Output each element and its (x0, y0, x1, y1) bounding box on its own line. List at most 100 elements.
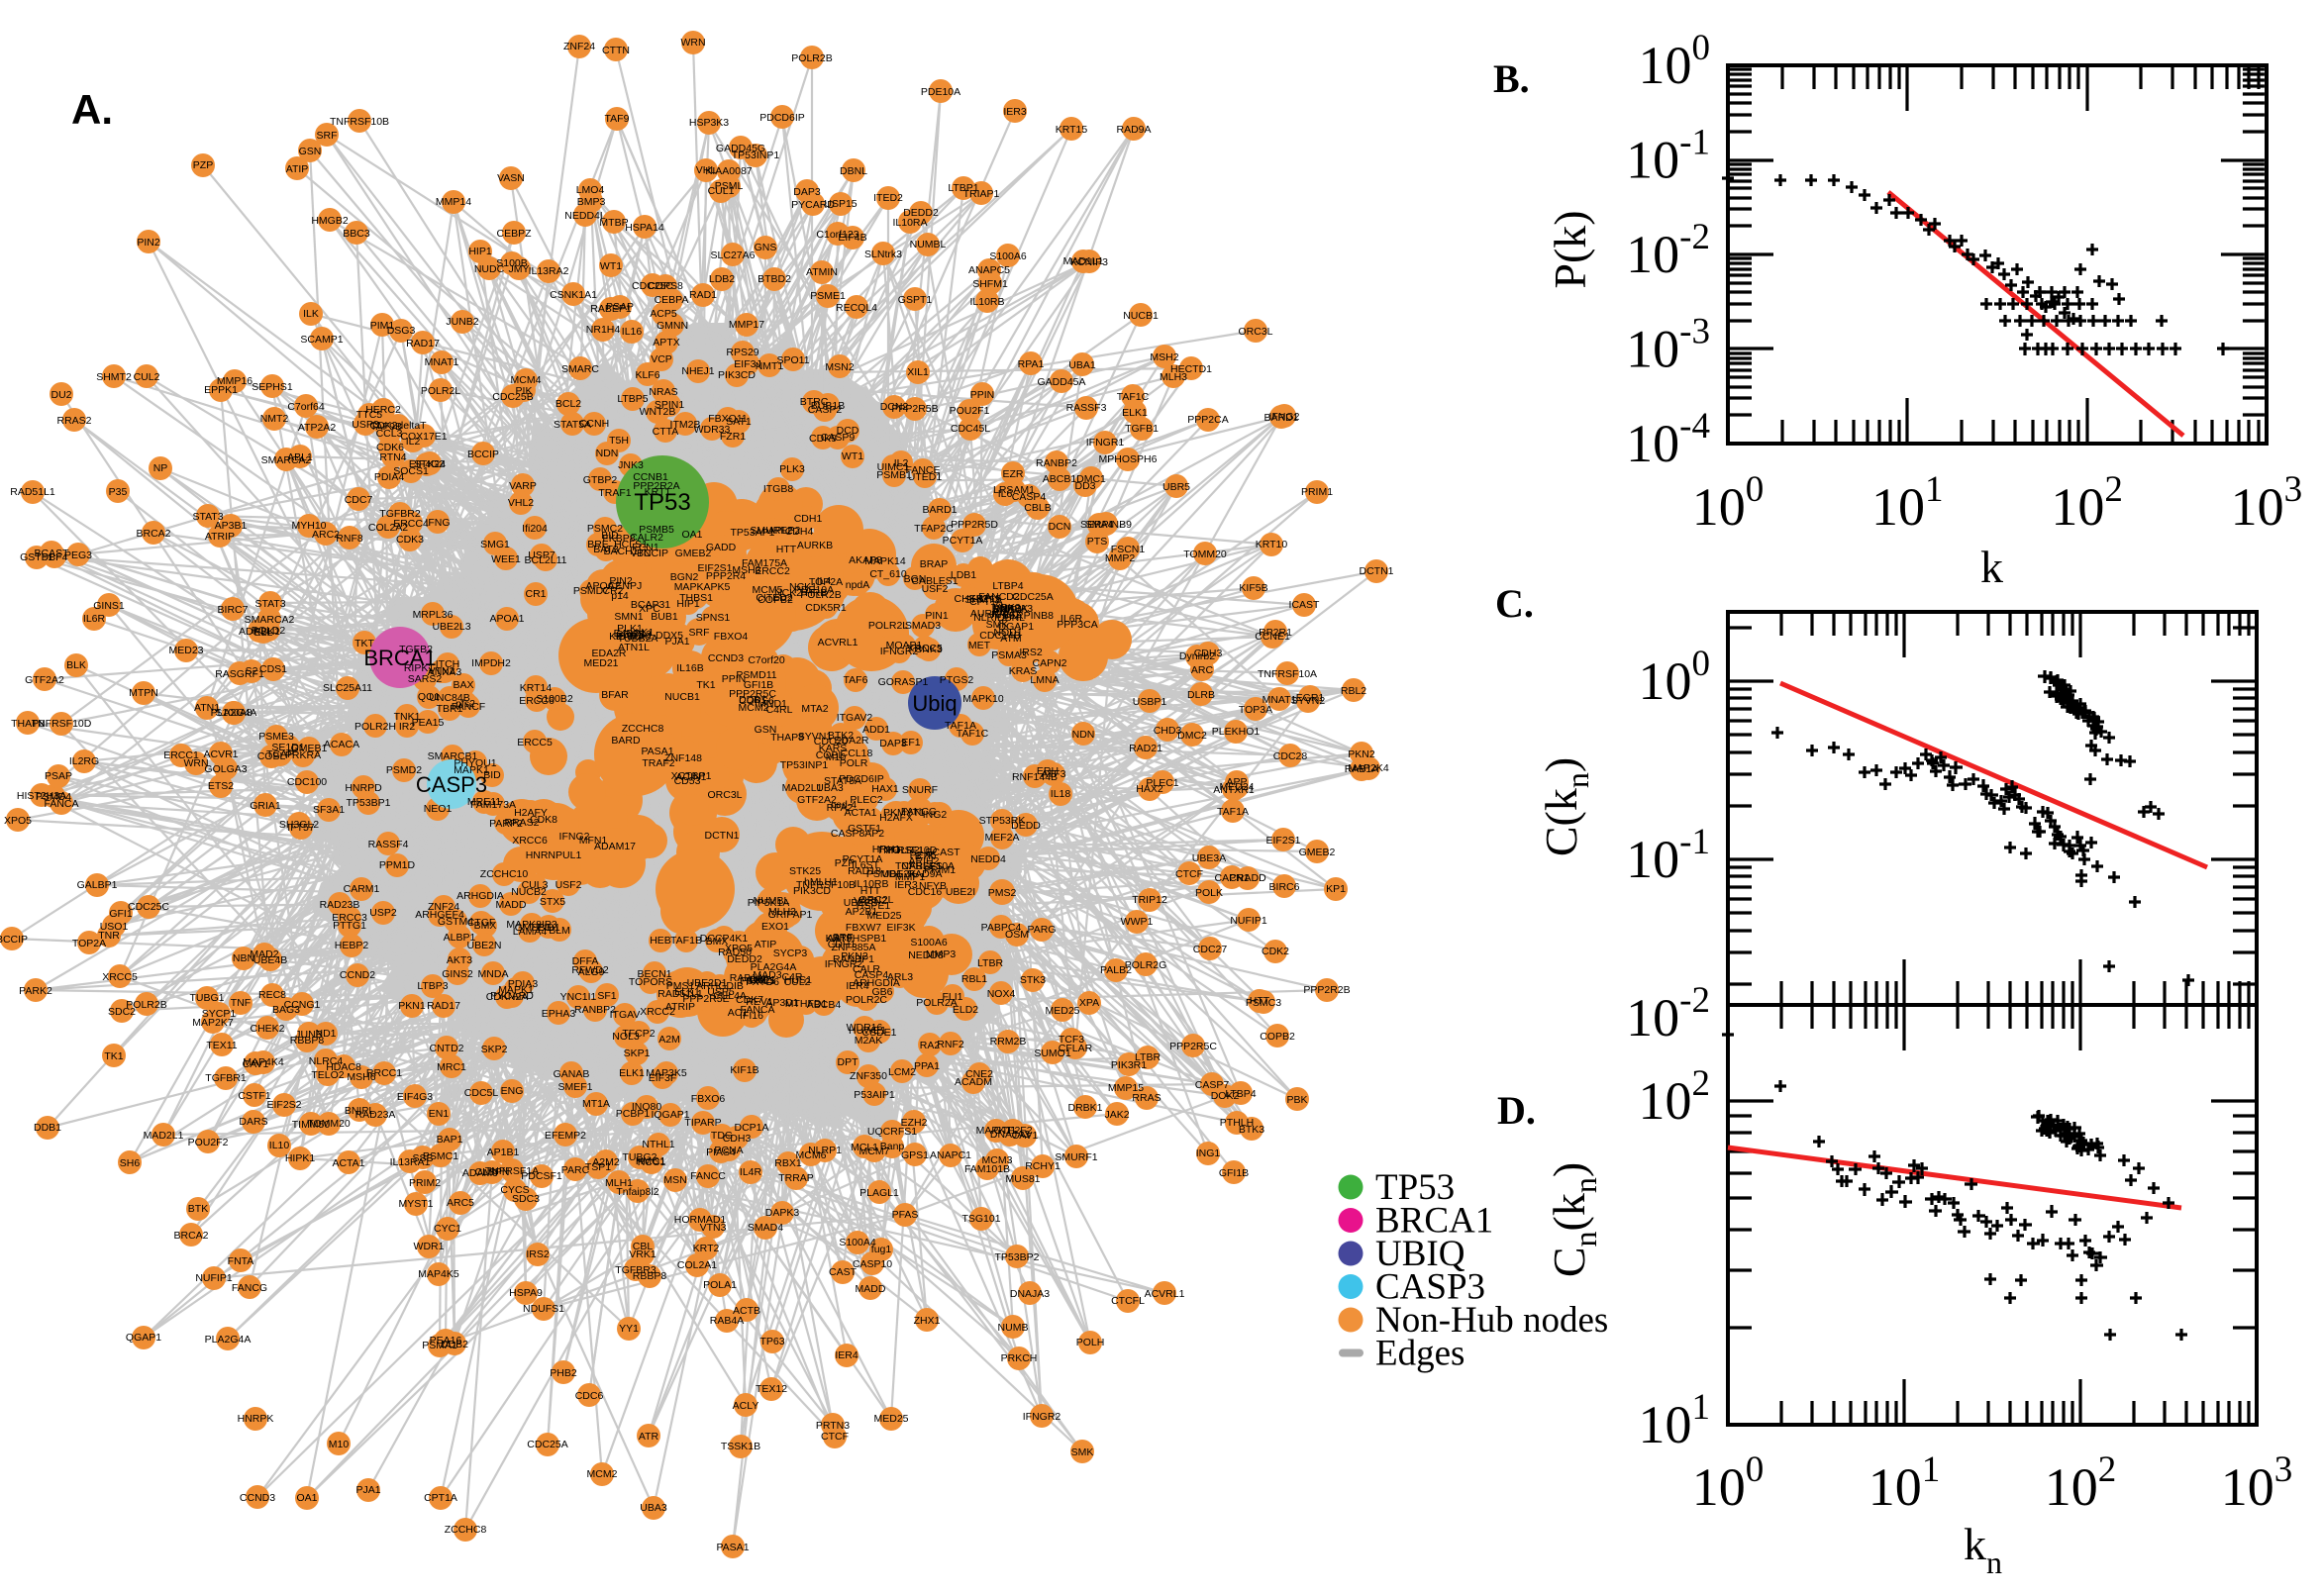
svg-text:WDR1: WDR1 (414, 1241, 445, 1252)
svg-text:POLR2I: POLR2I (885, 845, 922, 856)
svg-text:DPT: DPT (838, 1056, 859, 1068)
svg-text:TEX11: TEX11 (206, 1040, 237, 1051)
svg-text:MMP14: MMP14 (436, 196, 471, 208)
svg-text:NMT1: NMT1 (756, 360, 784, 372)
svg-text:ITGB8: ITGB8 (763, 483, 794, 495)
svg-text:PSMD4: PSMD4 (36, 791, 71, 803)
svg-text:DEDD2: DEDD2 (903, 207, 939, 219)
svg-text:EN1: EN1 (429, 1108, 450, 1120)
svg-text:UBE2L3: UBE2L3 (432, 621, 470, 633)
svg-text:POLR2B: POLR2B (126, 999, 166, 1011)
svg-text:MT1A: MT1A (582, 1098, 610, 1110)
svg-text:POLH: POLH (1076, 1337, 1105, 1348)
svg-text:TNK1: TNK1 (394, 711, 421, 723)
svg-text:KRT2: KRT2 (693, 1243, 720, 1254)
svg-text:JNK3: JNK3 (618, 459, 644, 471)
svg-text:EFEMP2: EFEMP2 (545, 1130, 586, 1142)
svg-text:MRPL36: MRPL36 (413, 609, 454, 621)
svg-text:OA1: OA1 (681, 529, 702, 541)
svg-text:A.: A. (71, 86, 113, 133)
svg-text:POU2F1: POU2F1 (950, 405, 990, 417)
svg-text:VRK2: VRK2 (993, 602, 1021, 614)
svg-text:FNTA: FNTA (228, 1255, 254, 1267)
svg-text:LTBR: LTBR (977, 957, 1003, 969)
svg-text:HAX1: HAX1 (871, 783, 899, 795)
svg-text:TP53BP2: TP53BP2 (995, 1251, 1040, 1263)
svg-text:XPO5: XPO5 (4, 815, 32, 827)
svg-text:SSB: SSB (412, 1152, 433, 1164)
svg-text:NP: NP (153, 462, 168, 474)
svg-text:T5H: T5H (609, 435, 629, 447)
svg-text:NHEJ1: NHEJ1 (681, 365, 714, 377)
svg-text:MYST1: MYST1 (398, 1198, 433, 1210)
svg-text:Ubiq: Ubiq (912, 691, 957, 716)
svg-text:ANAPC5: ANAPC5 (968, 264, 1010, 276)
svg-text:NUMBL: NUMBL (910, 239, 947, 250)
svg-text:TCF3: TCF3 (1059, 1034, 1084, 1046)
svg-text:MAP4K4: MAP4K4 (243, 1056, 284, 1068)
svg-text:MCL1: MCL1 (851, 1142, 878, 1153)
svg-text:CT_610: CT_610 (869, 568, 907, 580)
svg-text:CAPN2: CAPN2 (1032, 657, 1066, 669)
svg-text:ATRIP: ATRIP (205, 531, 235, 543)
svg-text:MCM4: MCM4 (511, 374, 542, 386)
svg-text:MTPN: MTPN (129, 687, 158, 699)
svg-text:PIP5K1A: PIP5K1A (748, 897, 790, 909)
svg-text:CDK2: CDK2 (1262, 946, 1289, 957)
svg-text:TK1: TK1 (696, 679, 715, 691)
svg-text:CDC16: CDC16 (908, 886, 943, 898)
svg-text:PIK3R1: PIK3R1 (1111, 1059, 1147, 1071)
svg-text:SMAD4: SMAD4 (748, 1222, 783, 1234)
svg-text:USF2: USF2 (922, 583, 949, 595)
svg-text:IL18: IL18 (1051, 788, 1071, 800)
svg-text:BTK: BTK (188, 1203, 208, 1215)
svg-text:DCN: DCN (1049, 521, 1071, 533)
svg-text:IST2AC: IST2AC (616, 631, 653, 643)
svg-text:CTTA: CTTA (653, 426, 679, 438)
svg-text:PDCD6IP: PDCD6IP (759, 112, 805, 124)
svg-text:LCM2: LCM2 (888, 1066, 916, 1078)
svg-text:CDC25A: CDC25A (527, 1439, 567, 1450)
svg-text:SNURF: SNURF (902, 784, 938, 796)
svg-text:TIMM50: TIMM50 (292, 1119, 331, 1131)
svg-text:NRAS: NRAS (649, 386, 677, 398)
svg-text:npdA: npdA (846, 579, 870, 591)
svg-text:EXO1: EXO1 (761, 921, 789, 933)
svg-text:DBNL: DBNL (840, 165, 867, 177)
svg-text:VCP: VCP (651, 353, 672, 365)
svg-text:GNS: GNS (755, 242, 777, 253)
svg-text:BAG3: BAG3 (272, 1004, 300, 1016)
svg-text:KLF6: KLF6 (635, 369, 659, 381)
svg-text:ABCB4: ABCB4 (807, 999, 842, 1011)
svg-text:RABEP1: RABEP1 (590, 303, 632, 315)
svg-text:WRN: WRN (680, 37, 705, 49)
svg-text:POU2F2: POU2F2 (188, 1137, 229, 1148)
svg-text:POLR2G: POLR2G (1125, 959, 1167, 971)
svg-text:LTBP3: LTBP3 (417, 980, 448, 992)
svg-text:PIM1: PIM1 (370, 320, 395, 332)
svg-text:CASP10: CASP10 (853, 1258, 892, 1270)
svg-text:XPA: XPA (1079, 997, 1099, 1009)
svg-text:CTCF: CTCF (1175, 868, 1203, 880)
svg-text:CDC6: CDC6 (575, 1390, 604, 1402)
svg-text:STAT5A: STAT5A (554, 419, 591, 431)
svg-text:DMC2: DMC2 (1177, 730, 1207, 742)
svg-text:STK3: STK3 (1020, 974, 1046, 986)
svg-text:CHD3: CHD3 (1154, 725, 1182, 737)
svg-text:EGR1: EGR1 (1296, 692, 1325, 704)
svg-text:STAT5A: STAT5A (824, 775, 861, 787)
svg-text:NOL3: NOL3 (612, 1031, 640, 1043)
svg-text:TUBG2: TUBG2 (622, 1151, 656, 1163)
svg-text:GINS1: GINS1 (93, 600, 125, 612)
svg-text:PLEKHO1: PLEKHO1 (1212, 726, 1261, 738)
svg-text:PLK3: PLK3 (779, 463, 805, 475)
svg-text:RRAS2: RRAS2 (56, 415, 91, 427)
svg-text:PSMD1: PSMD1 (866, 868, 902, 880)
svg-text:SMURF1: SMURF1 (1055, 1151, 1097, 1163)
svg-text:TBR1: TBR1 (437, 703, 463, 715)
svg-text:WNT2B: WNT2B (640, 406, 676, 418)
svg-text:TAF6: TAF6 (844, 674, 868, 686)
svg-text:CDC28: CDC28 (1273, 750, 1308, 762)
svg-text:RASSF4: RASSF4 (368, 839, 409, 850)
svg-text:IL10: IL10 (269, 1140, 290, 1151)
